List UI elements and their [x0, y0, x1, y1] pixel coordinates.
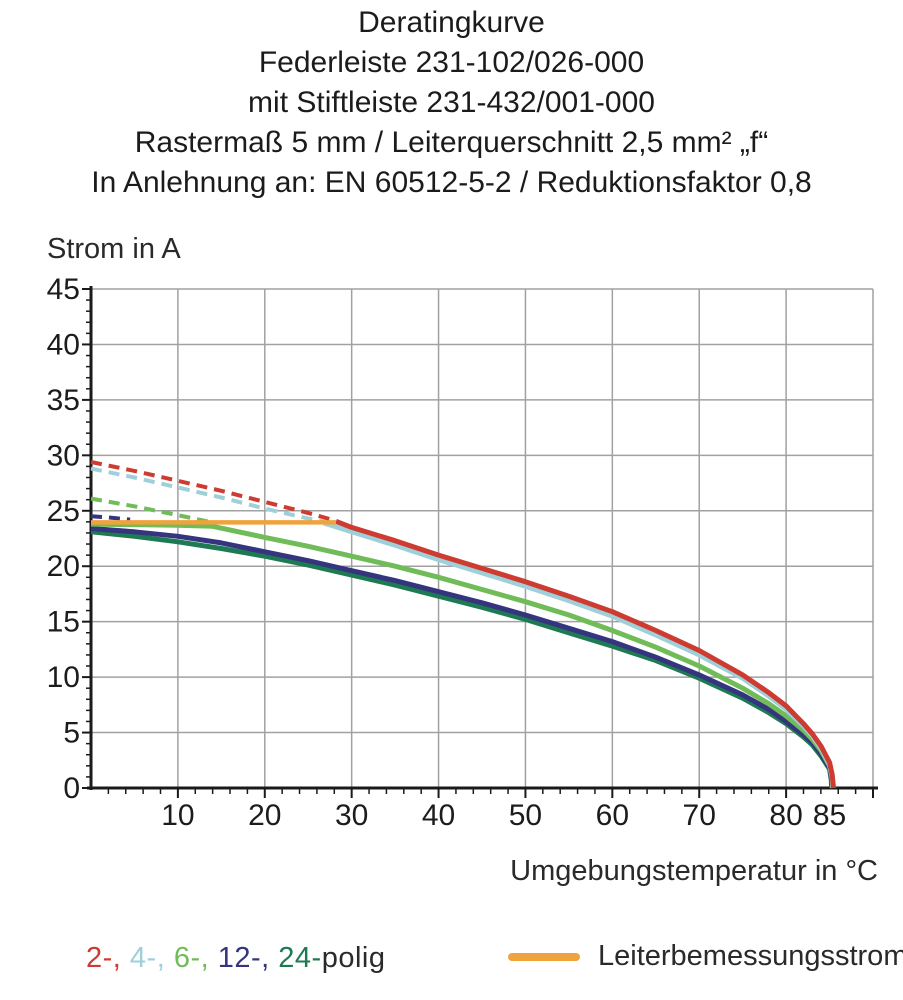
x-tick-label: 70: [683, 799, 716, 832]
title-line-5: In Anlehnung an: EN 60512-5-2 / Reduktio…: [91, 166, 812, 199]
y-tick-label: 35: [47, 384, 80, 417]
series-4-polig: [323, 520, 836, 789]
derating-chart: 0 5 10 15 20 25 30 35 40 45 10 20 30 40 50 60 70 80 85: [47, 273, 878, 832]
series-dashed-12-polig: [90, 514, 131, 522]
series-dashed-2-polig: [90, 460, 337, 523]
y-tick-label: 45: [47, 273, 80, 306]
series-dashed-6-polig: [90, 496, 214, 525]
x-tick-label: 30: [335, 799, 368, 832]
series-dashed-4-polig: [90, 466, 325, 524]
legend-pole-label: 12-,: [217, 942, 270, 974]
y-tick-label: 10: [47, 661, 80, 694]
title-line-2: Federleiste 231-102/026-000: [258, 46, 645, 79]
y-tick-label: 20: [47, 550, 80, 583]
legend-rated-current: Leiterbemessungsstrom: [508, 940, 903, 973]
legend-pole-label: 2-,: [86, 942, 122, 974]
y-tick-label: 15: [47, 606, 80, 639]
legend-pole-label: 24-: [278, 942, 322, 974]
x-tick-label: 10: [161, 799, 194, 832]
legend-pole-label: 6-,: [173, 942, 210, 974]
rated-current-line-swatch: [508, 952, 580, 961]
y-tick-label: 40: [47, 328, 80, 361]
legend-pole-label: 4-,: [129, 942, 166, 974]
y-tick-label: 5: [63, 717, 80, 750]
title-line-4: Rastermaß 5 mm / Leiterquerschnitt 2,5 m…: [134, 126, 769, 159]
x-axis-caption: Umgebungstemperatur in °C: [510, 855, 878, 887]
title-line-3: mit Stiftleiste 231-432/001-000: [248, 86, 655, 119]
y-tick-label: 30: [47, 439, 80, 472]
y-axis-caption: Strom in A: [47, 233, 181, 265]
x-tick-label: 60: [596, 799, 629, 832]
x-tick-label: 80: [769, 799, 802, 832]
y-tick-label: 25: [47, 495, 80, 528]
title-line-1: Deratingkurve: [358, 6, 545, 39]
legend-pole-counts: 2-, 4-, 6-, 12-, 24-polig: [86, 942, 385, 975]
x-tick-label: 20: [248, 799, 281, 832]
rated-current-label: Leiterbemessungsstrom: [598, 940, 903, 972]
x-tick-label: 50: [509, 799, 542, 832]
x-tick-label: 85: [813, 799, 846, 832]
chart-title-block: Deratingkurve Federleiste 231-102/026-00…: [0, 3, 903, 203]
y-tick-label: 0: [63, 772, 80, 805]
series-2-polig: [335, 518, 836, 789]
legend-pole-suffix: polig: [321, 942, 386, 974]
x-tick-label: 40: [422, 799, 455, 832]
